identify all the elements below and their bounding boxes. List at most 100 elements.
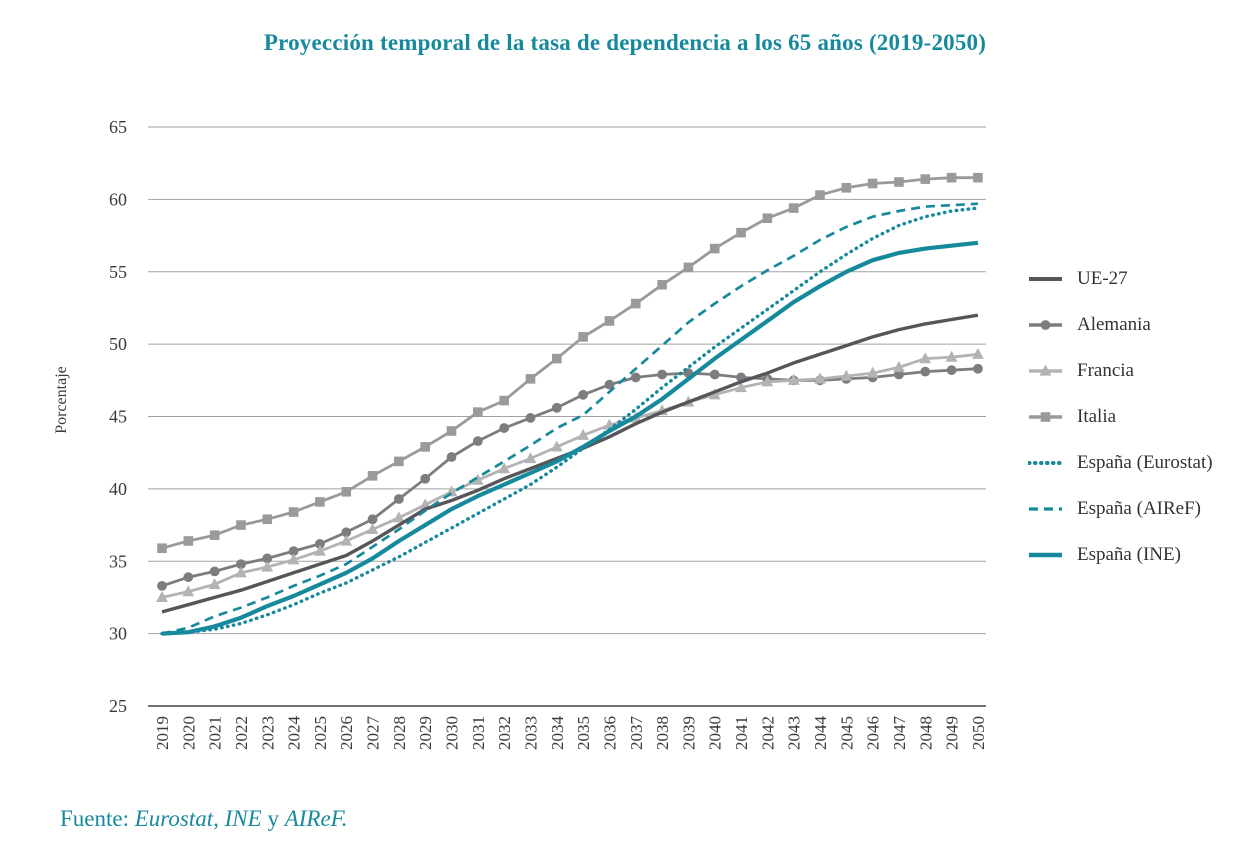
y-tick-label: 50 xyxy=(109,334,127,354)
y-tick-label: 55 xyxy=(109,262,127,282)
x-tick-label: 2022 xyxy=(232,716,251,750)
square-marker xyxy=(578,332,588,342)
square-marker xyxy=(157,543,167,554)
x-tick-label: 2042 xyxy=(758,716,777,750)
triangle-marker xyxy=(840,369,853,381)
circle-marker xyxy=(973,363,983,374)
square-marker xyxy=(630,298,641,309)
series-line-España (AIReF) xyxy=(161,202,978,635)
circle-marker xyxy=(894,369,904,380)
square-marker xyxy=(209,530,220,540)
circle-marker xyxy=(420,473,431,484)
square-marker xyxy=(394,456,404,467)
legend-label: UE-27 xyxy=(1077,268,1128,289)
circle-marker xyxy=(157,580,167,591)
legend-swatch-circle xyxy=(1029,320,1062,330)
triangle-marker xyxy=(261,560,274,572)
legend-item-España (INE): España (INE) xyxy=(1028,532,1228,578)
circle-marker xyxy=(367,514,378,525)
y-axis-title: Porcentaje xyxy=(53,366,70,434)
square-marker xyxy=(973,172,983,183)
square-marker xyxy=(815,190,825,200)
triangle-marker xyxy=(735,381,747,393)
triangle-marker xyxy=(498,462,511,474)
square-marker xyxy=(499,395,509,406)
square-marker xyxy=(183,536,194,546)
triangle-marker xyxy=(366,523,379,535)
square-marker xyxy=(841,182,852,193)
legend-item-Italia: Italia xyxy=(1028,394,1228,440)
circle-marker xyxy=(920,366,931,377)
x-tick-label: 2019 xyxy=(153,716,172,750)
circle-marker xyxy=(578,389,589,400)
square-marker xyxy=(709,243,720,254)
triangle-marker xyxy=(156,591,168,603)
triangle-marker xyxy=(945,350,958,362)
legend-label: España (Eurostat) xyxy=(1077,452,1213,473)
series-line-España (INE) xyxy=(161,240,979,636)
y-tick-label: 60 xyxy=(109,189,127,209)
legend-swatch-dashed xyxy=(1028,461,1064,465)
legend-label: Francia xyxy=(1077,360,1134,381)
x-tick-label: 2036 xyxy=(600,716,619,750)
x-tick-label: 2038 xyxy=(653,716,672,750)
x-tick-label: 2049 xyxy=(943,716,962,750)
legend-item-España (Eurostat): España (Eurostat) xyxy=(1028,440,1228,486)
triangle-marker xyxy=(1039,364,1052,376)
legend-swatch-square xyxy=(1029,412,1062,422)
circle-marker xyxy=(551,402,562,413)
circle-marker xyxy=(446,452,457,462)
series-España (INE) xyxy=(161,240,979,636)
triangle-marker xyxy=(866,366,879,378)
legend-item-Francia: Francia xyxy=(1028,348,1228,394)
circle-marker xyxy=(262,553,273,564)
circle-marker xyxy=(630,372,641,383)
circle-marker xyxy=(393,494,404,504)
triangle-marker xyxy=(787,373,800,385)
x-tick-label: 2032 xyxy=(495,716,514,750)
chart-title: Proyección temporal de la tasa de depend… xyxy=(263,30,987,55)
square-marker xyxy=(683,262,694,273)
circle-marker xyxy=(709,369,720,380)
square-marker xyxy=(552,353,562,364)
x-axis-tick-labels: 2019 2020 2021 2022 2023 2024 2025 2026 2027 2028… xyxy=(153,716,988,751)
source-names-2: AIReF. xyxy=(284,806,348,831)
circle-marker xyxy=(499,423,510,433)
square-marker xyxy=(525,374,536,384)
triangle-marker xyxy=(577,428,590,440)
triangle-marker xyxy=(972,347,984,359)
source-names-1: Eurostat, INE xyxy=(134,806,262,831)
source-prefix: Fuente: xyxy=(60,806,135,831)
y-tick-label: 25 xyxy=(109,696,127,716)
x-tick-label: 2030 xyxy=(443,716,462,750)
triangle-marker xyxy=(182,585,195,597)
x-tick-label: 2048 xyxy=(916,716,935,750)
x-tick-label: 2039 xyxy=(679,716,698,750)
y-tick-label: 40 xyxy=(109,479,127,499)
circle-marker xyxy=(472,436,483,447)
triangle-marker xyxy=(314,544,326,556)
triangle-marker xyxy=(893,360,905,372)
x-tick-label: 2035 xyxy=(574,716,593,750)
series-line-España (Eurostat) xyxy=(160,206,980,636)
circle-marker xyxy=(657,369,667,380)
x-tick-label: 2033 xyxy=(521,716,540,750)
series-Italia xyxy=(157,172,983,554)
legend-label: España (INE) xyxy=(1077,544,1181,565)
gridlines xyxy=(148,126,986,707)
x-tick-label: 2040 xyxy=(706,716,725,750)
x-tick-label: 2045 xyxy=(837,716,856,750)
legend: UE-27 Alemania Francia Italia España (Eurost… xyxy=(1028,256,1228,578)
circle-marker xyxy=(341,527,352,538)
x-tick-label: 2029 xyxy=(416,716,435,750)
x-tick-label: 2031 xyxy=(469,716,488,750)
triangle-marker xyxy=(392,511,405,523)
y-tick-label: 65 xyxy=(109,117,127,137)
legend-item-UE-27: UE-27 xyxy=(1028,256,1228,302)
circle-marker xyxy=(604,379,615,390)
x-tick-label: 2028 xyxy=(390,716,409,750)
x-tick-label: 2034 xyxy=(548,716,567,751)
series-UE-27 xyxy=(161,313,979,614)
series-España (AIReF) xyxy=(161,202,978,635)
